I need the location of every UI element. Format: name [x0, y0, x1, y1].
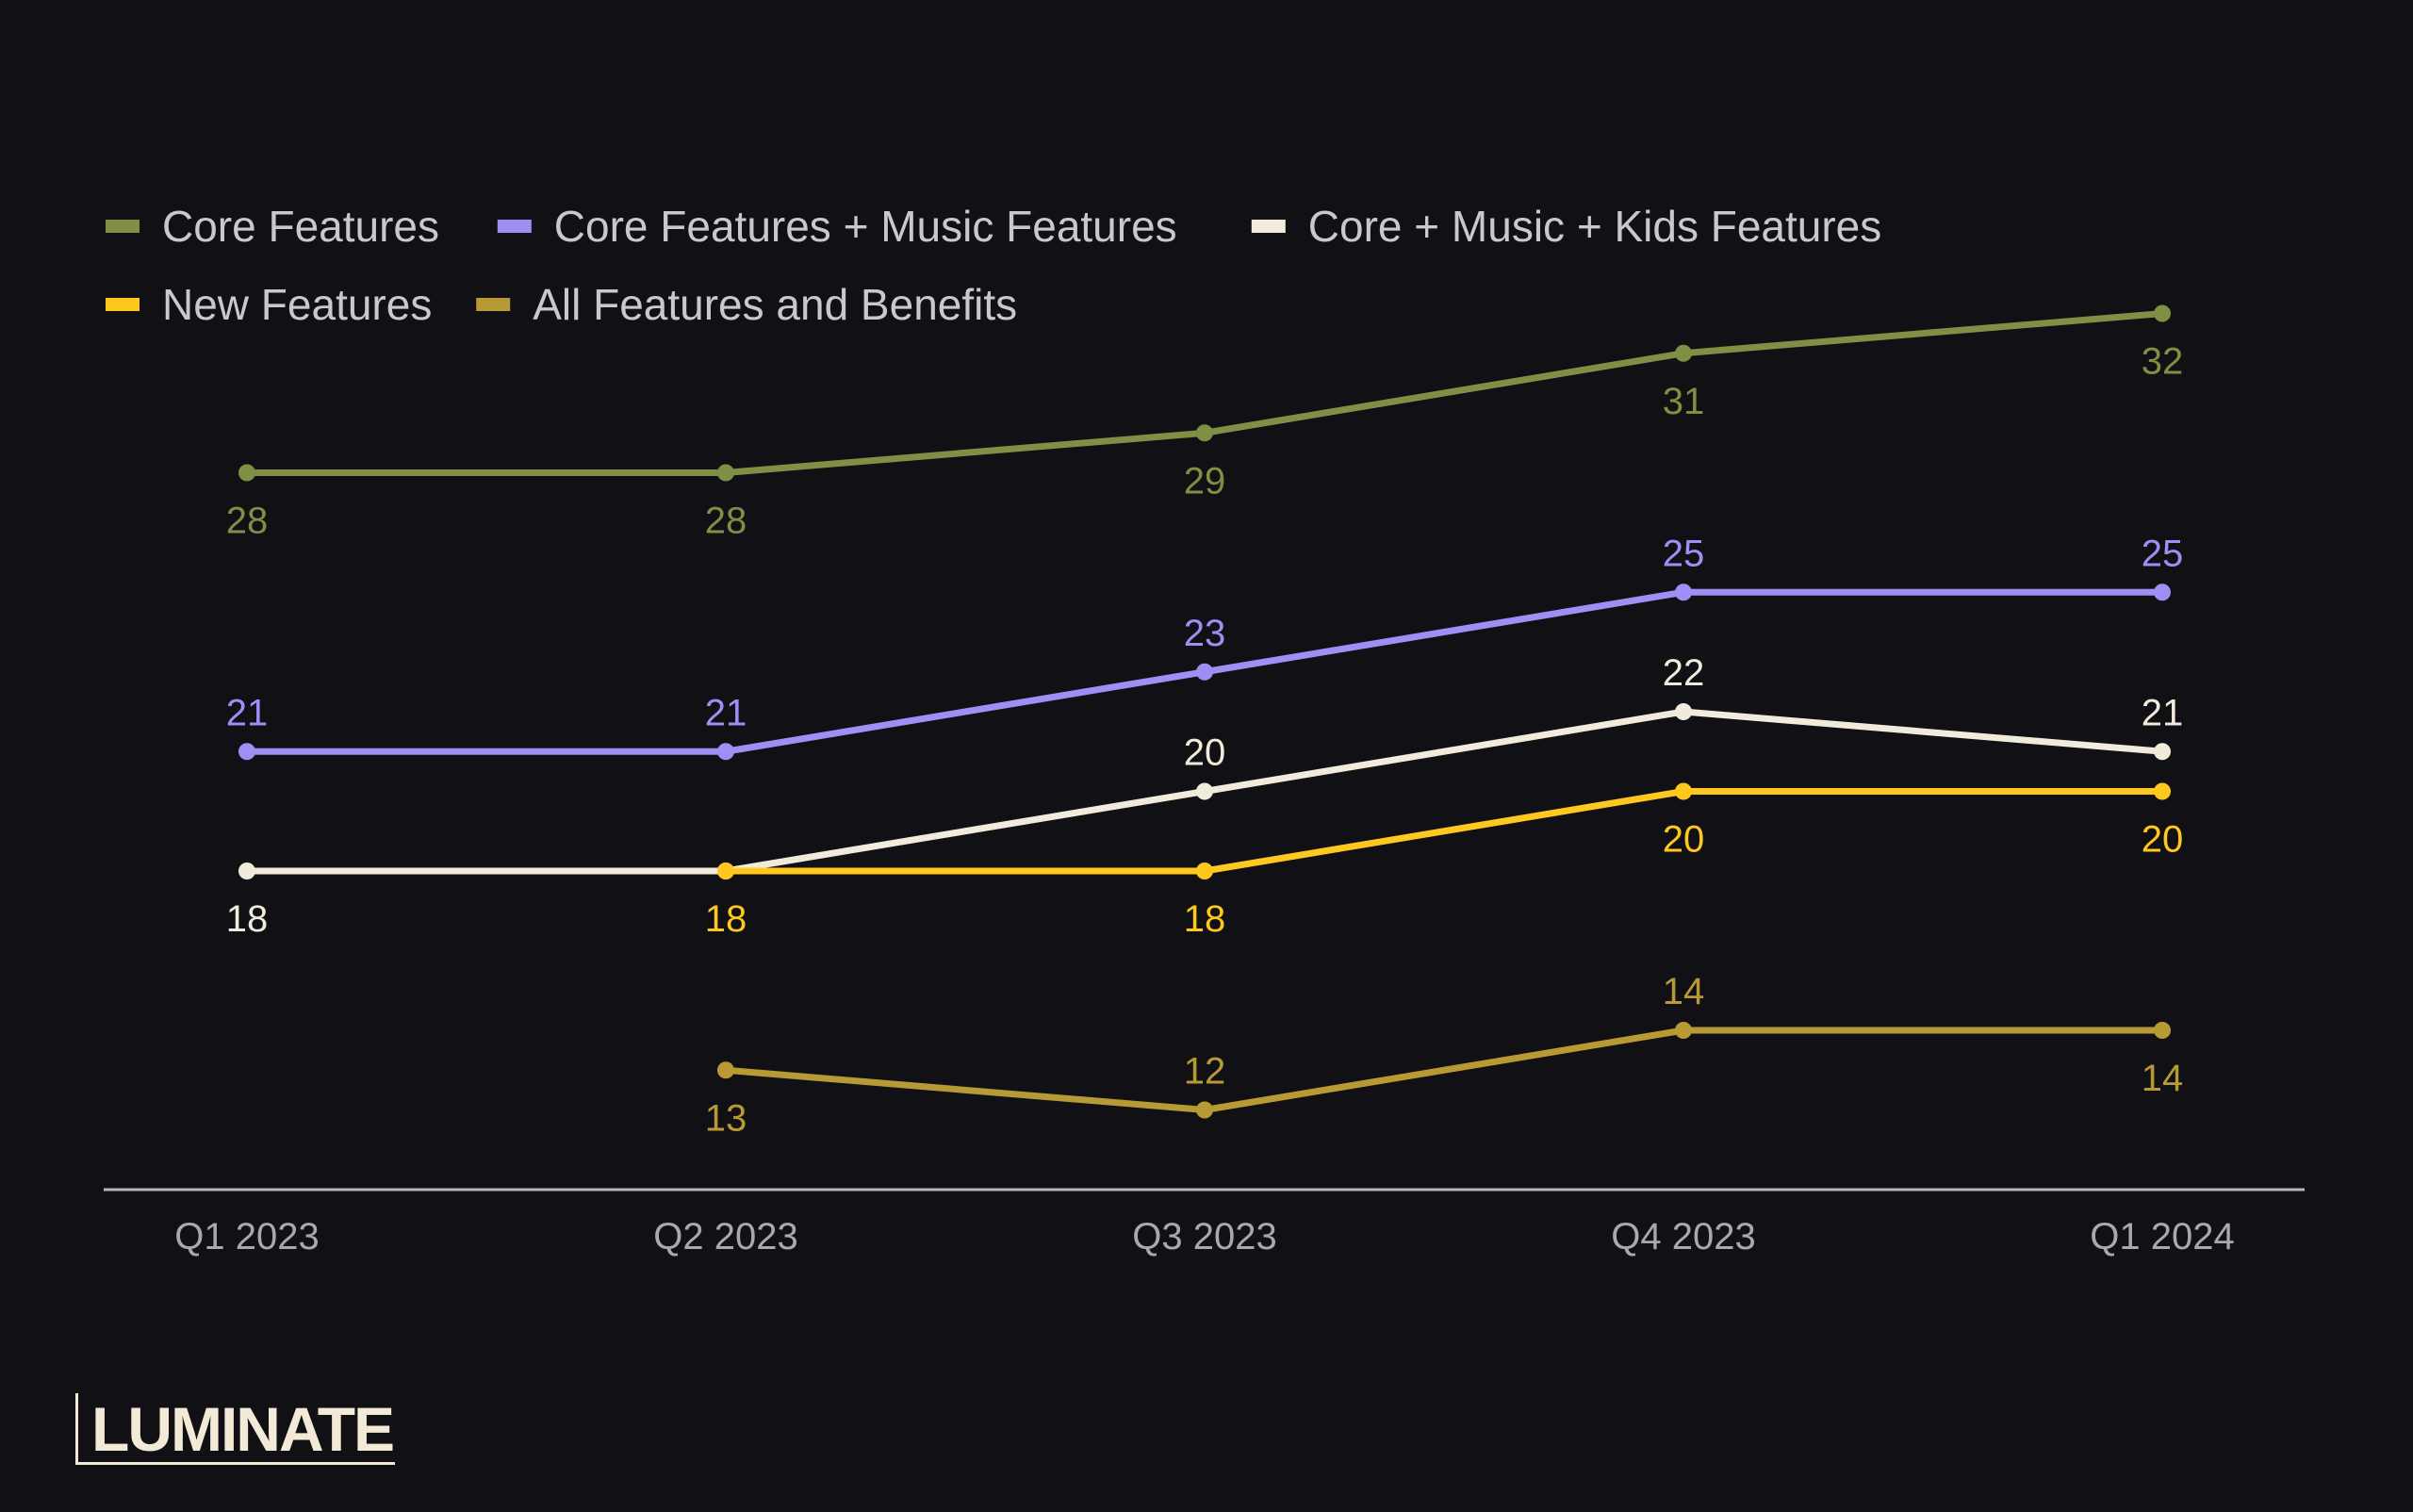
data-point-core-features-q4-2023	[1675, 344, 1692, 362]
legend-swatch-core-features-music-features	[497, 220, 532, 233]
x-tick-label-q1-2024: Q1 2024	[2090, 1216, 2234, 1257]
data-label-core-features-music-features-q4-2023: 25	[1663, 533, 1705, 574]
data-label-core-features-music-features-q1-2024: 25	[2142, 533, 2184, 574]
x-tick-label-q2-2023: Q2 2023	[653, 1216, 797, 1257]
legend-swatch-core-features	[106, 220, 140, 233]
x-tick-label-q1-2023: Q1 2023	[174, 1216, 319, 1257]
data-point-all-features-and-benefits-q3-2023	[1196, 1101, 1213, 1119]
data-label-new-features-q2-2023: 18	[705, 898, 747, 940]
data-label-core-music-kids-features-q1-2023: 18	[226, 898, 269, 940]
data-label-all-features-and-benefits-q4-2023: 14	[1663, 971, 1705, 1012]
data-label-core-features-q3-2023: 29	[1184, 460, 1226, 501]
legend-swatch-all-features-and-benefits	[476, 298, 511, 311]
x-tick-label-q3-2023: Q3 2023	[1132, 1216, 1276, 1257]
x-tick-label-q4-2023: Q4 2023	[1611, 1216, 1755, 1257]
data-point-all-features-and-benefits-q1-2024	[2154, 1022, 2171, 1039]
data-label-core-music-kids-features-q4-2023: 22	[1663, 652, 1705, 694]
data-point-new-features-q2-2023	[717, 863, 734, 879]
data-label-all-features-and-benefits-q3-2023: 12	[1184, 1051, 1226, 1093]
legend-swatch-core-music-kids-features	[1251, 220, 1286, 233]
series-new-features: 18 18 20 20	[705, 782, 2184, 940]
series-line-new-features	[722, 788, 2166, 875]
data-label-core-features-q2-2023: 28	[705, 501, 747, 542]
data-point-core-music-kids-features-q1-2023	[238, 863, 255, 879]
data-label-new-features-q3-2023: 18	[1184, 898, 1226, 940]
data-label-core-features-music-features-q3-2023: 23	[1184, 613, 1226, 654]
luminate-logo: LUMINATE	[75, 1393, 395, 1465]
data-label-all-features-and-benefits-q2-2023: 13	[705, 1097, 747, 1139]
data-label-core-features-q1-2023: 28	[226, 501, 269, 542]
data-point-core-music-kids-features-q4-2023	[1675, 703, 1692, 720]
data-point-core-features-q1-2023	[238, 464, 255, 482]
legend-swatch-new-features	[106, 298, 140, 311]
data-label-all-features-and-benefits-q1-2024: 14	[2142, 1058, 2184, 1099]
legend-label-all-features-and-benefits: All Features and Benefits	[533, 280, 1017, 329]
legend-label-core-music-kids-features: Core + Music + Kids Features	[1308, 202, 1881, 251]
series-all-features-and-benefits: 13 12 14 14	[705, 971, 2184, 1139]
data-point-core-features-music-features-q1-2023	[238, 743, 255, 761]
data-label-new-features-q1-2024: 20	[2142, 819, 2184, 861]
legend-label-core-features: Core Features	[162, 202, 439, 251]
legend-label-new-features: New Features	[162, 280, 432, 329]
data-point-new-features-q4-2023	[1675, 782, 1692, 800]
data-label-core-features-q1-2024: 32	[2142, 341, 2184, 383]
data-point-core-features-q3-2023	[1196, 424, 1213, 442]
data-point-core-features-music-features-q4-2023	[1675, 583, 1692, 601]
legend-label-core-features-music-features: Core Features + Music Features	[554, 202, 1177, 251]
data-point-all-features-and-benefits-q4-2023	[1675, 1022, 1692, 1039]
data-point-core-features-music-features-q1-2024	[2154, 583, 2171, 601]
data-point-core-features-music-features-q2-2023	[717, 743, 734, 761]
series-line-all-features-and-benefits	[722, 1027, 2166, 1113]
data-point-core-features-music-features-q3-2023	[1196, 663, 1213, 681]
data-point-new-features-q1-2024	[2154, 782, 2171, 800]
data-label-core-music-kids-features-q3-2023: 20	[1184, 732, 1226, 774]
data-point-core-features-q2-2023	[717, 464, 734, 482]
data-point-core-music-kids-features-q1-2024	[2154, 743, 2171, 761]
data-point-all-features-and-benefits-q2-2023	[717, 1061, 734, 1079]
data-label-core-features-music-features-q2-2023: 21	[705, 692, 747, 733]
data-label-core-features-q4-2023: 31	[1663, 381, 1705, 422]
data-point-core-music-kids-features-q3-2023	[1196, 782, 1213, 800]
legend: Core Features Core Features + Music Featu…	[106, 202, 1881, 329]
data-label-core-music-kids-features-q1-2024: 21	[2142, 692, 2184, 733]
data-point-new-features-q3-2023	[1196, 863, 1213, 879]
data-label-new-features-q4-2023: 20	[1663, 819, 1705, 861]
data-point-core-features-q1-2024	[2154, 304, 2171, 322]
series-core-features-music-features: 21 21 23 25 25	[226, 533, 2184, 761]
series-line-core-features	[243, 310, 2166, 476]
series-core-music-kids-features: 18 20 22 21	[226, 652, 2184, 940]
data-label-core-features-music-features-q1-2023: 21	[226, 692, 269, 733]
series-core-features: 28 28 29 31 32	[226, 304, 2184, 542]
